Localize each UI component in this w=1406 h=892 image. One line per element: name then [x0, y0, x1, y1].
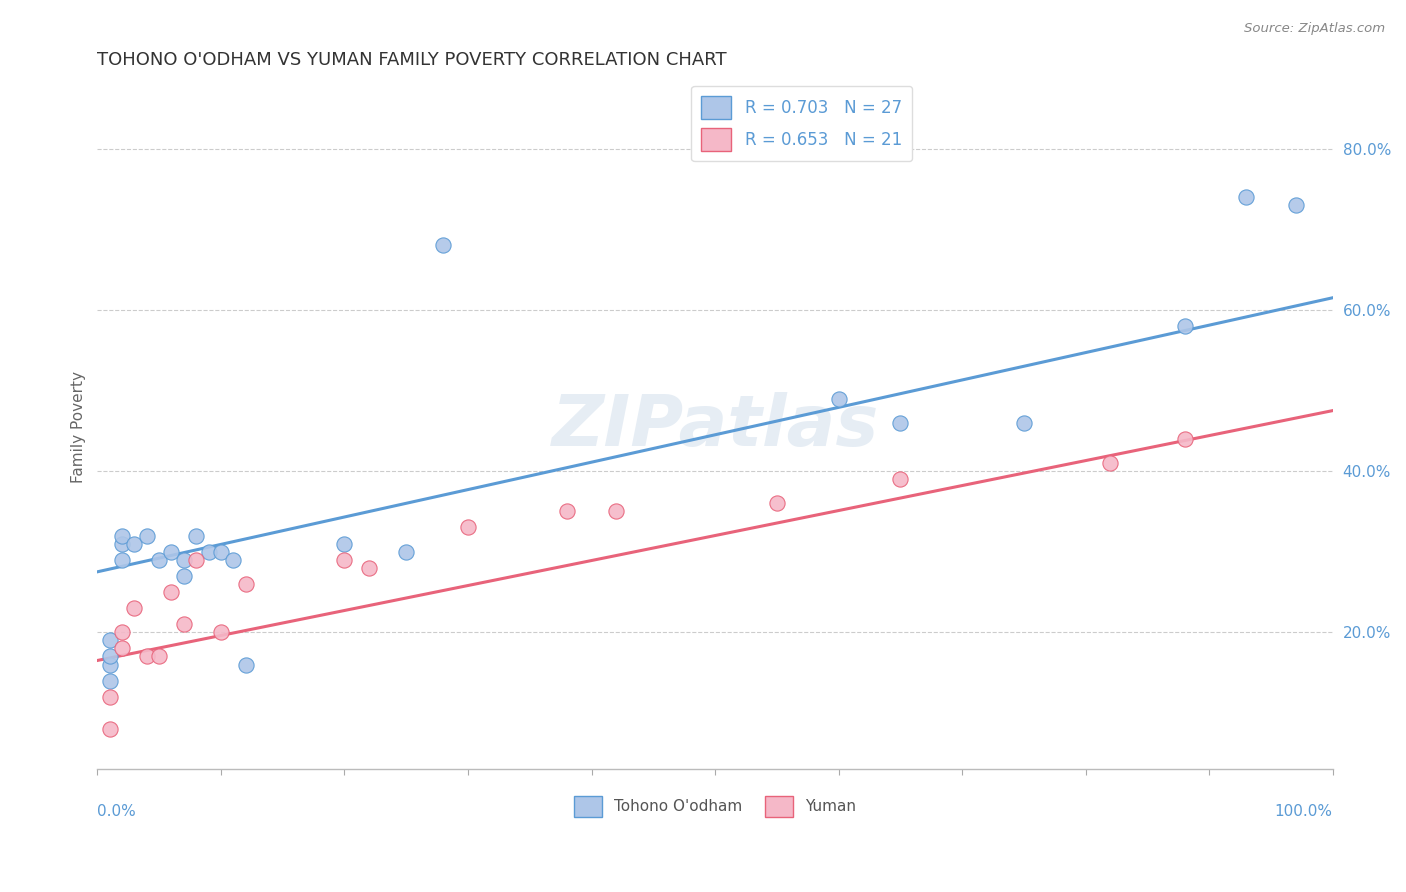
Point: [395, 544, 418, 558]
Point: [1285, 198, 1308, 212]
Point: [135, 649, 157, 664]
Point: [889, 416, 911, 430]
Point: [766, 496, 789, 510]
Point: [209, 625, 232, 640]
Point: [359, 561, 381, 575]
Point: [555, 504, 578, 518]
Point: [98, 633, 121, 648]
Point: [186, 528, 208, 542]
Text: ZIPatlas: ZIPatlas: [551, 392, 879, 461]
Text: Source: ZipAtlas.com: Source: ZipAtlas.com: [1244, 22, 1385, 36]
Point: [173, 617, 195, 632]
Point: [111, 536, 134, 550]
Point: [111, 552, 134, 566]
Point: [432, 238, 454, 252]
Point: [173, 569, 195, 583]
Point: [98, 673, 121, 688]
Point: [333, 552, 356, 566]
Legend: Tohono O'odham, Yuman: Tohono O'odham, Yuman: [568, 789, 862, 823]
Point: [889, 472, 911, 486]
Point: [1234, 190, 1257, 204]
Point: [98, 690, 121, 704]
Point: [457, 520, 479, 534]
Point: [209, 544, 232, 558]
Point: [111, 641, 134, 656]
Point: [1099, 456, 1122, 470]
Point: [135, 528, 157, 542]
Text: 100.0%: 100.0%: [1275, 804, 1333, 819]
Point: [111, 625, 134, 640]
Point: [124, 536, 146, 550]
Point: [1173, 432, 1195, 446]
Point: [186, 552, 208, 566]
Point: [1173, 318, 1195, 333]
Text: TOHONO O'ODHAM VS YUMAN FAMILY POVERTY CORRELATION CHART: TOHONO O'ODHAM VS YUMAN FAMILY POVERTY C…: [97, 51, 727, 69]
Point: [98, 649, 121, 664]
Point: [333, 536, 356, 550]
Point: [235, 577, 257, 591]
Point: [197, 544, 219, 558]
Point: [111, 528, 134, 542]
Point: [160, 585, 183, 599]
Point: [148, 552, 170, 566]
Point: [98, 722, 121, 736]
Point: [124, 601, 146, 615]
Point: [173, 552, 195, 566]
Text: 0.0%: 0.0%: [97, 804, 136, 819]
Point: [98, 657, 121, 672]
Point: [222, 552, 245, 566]
Point: [1012, 416, 1035, 430]
Point: [148, 649, 170, 664]
Point: [827, 392, 849, 406]
Point: [605, 504, 627, 518]
Y-axis label: Family Poverty: Family Poverty: [72, 371, 86, 483]
Point: [160, 544, 183, 558]
Point: [235, 657, 257, 672]
